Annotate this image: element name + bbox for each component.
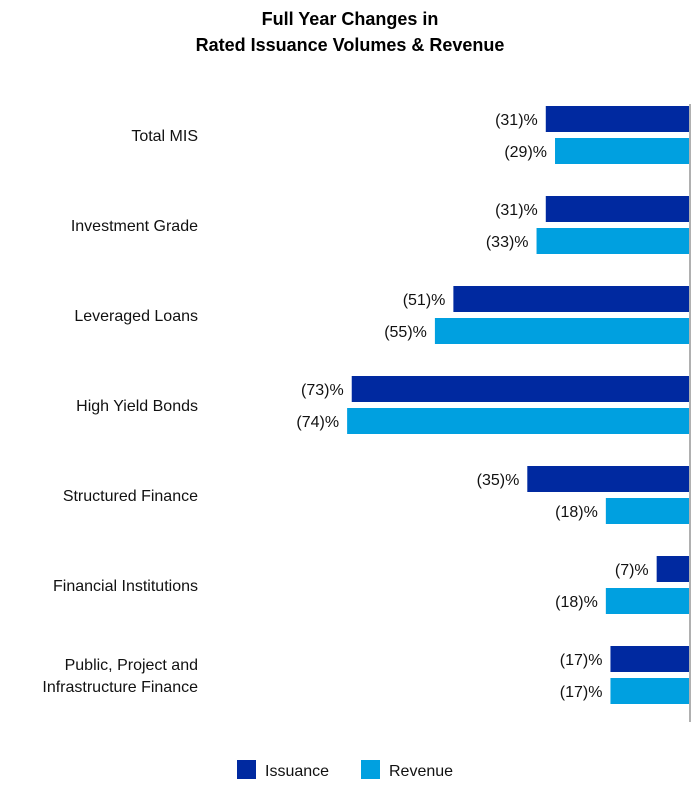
bar-issuance — [527, 466, 689, 492]
category-label: Infrastructure Finance — [42, 679, 198, 696]
legend-swatch-issuance — [237, 760, 256, 779]
data-label: (35)% — [477, 472, 520, 489]
category-label: Structured Finance — [63, 488, 198, 505]
data-label: (33)% — [486, 234, 529, 251]
legend-label: Revenue — [389, 763, 453, 780]
data-label: (7)% — [615, 562, 649, 579]
bar-revenue — [610, 678, 689, 704]
data-label: (51)% — [403, 292, 446, 309]
bar-revenue — [536, 228, 689, 254]
data-label: (17)% — [560, 684, 603, 701]
category-label: Public, Project and — [65, 657, 198, 674]
category-label: Leveraged Loans — [74, 308, 198, 325]
bar-issuance — [351, 376, 689, 402]
data-label: (17)% — [560, 652, 603, 669]
data-label: (18)% — [555, 594, 598, 611]
category-label: Total MIS — [131, 128, 198, 145]
category-label: Investment Grade — [71, 218, 198, 235]
bar-revenue — [434, 318, 689, 344]
category-label: High Yield Bonds — [76, 398, 198, 415]
bar-issuance — [610, 646, 689, 672]
bar-issuance — [453, 286, 689, 312]
data-label: (29)% — [504, 144, 547, 161]
chart-title: Rated Issuance Volumes & Revenue — [196, 35, 505, 55]
data-label: (18)% — [555, 504, 598, 521]
bar-revenue — [605, 588, 689, 614]
bar-revenue — [347, 408, 689, 434]
chart-title: Full Year Changes in — [262, 9, 439, 29]
data-label: (74)% — [296, 414, 339, 431]
bar-issuance — [656, 556, 689, 582]
bar-issuance — [545, 196, 689, 222]
legend-label: Issuance — [265, 763, 329, 780]
category-label: Financial Institutions — [53, 578, 198, 595]
data-label: (73)% — [301, 382, 344, 399]
data-label: (55)% — [384, 324, 427, 341]
legend-swatch-revenue — [361, 760, 380, 779]
data-label: (31)% — [495, 202, 538, 219]
data-label: (31)% — [495, 112, 538, 129]
bar-revenue — [555, 138, 689, 164]
bar-issuance — [545, 106, 689, 132]
bar-revenue — [605, 498, 689, 524]
